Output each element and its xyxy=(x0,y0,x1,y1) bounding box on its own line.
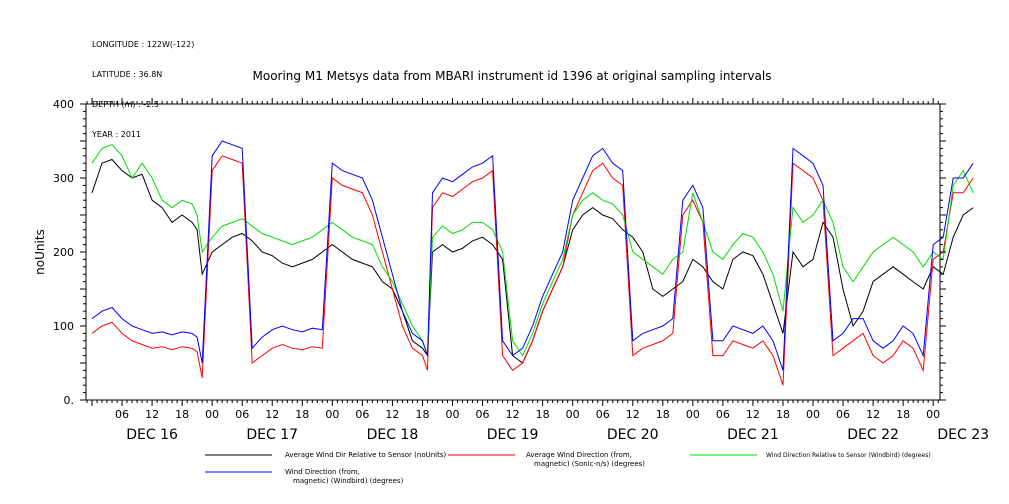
legend: Average Wind Dir Relative to Sensor (noU… xyxy=(205,451,931,485)
y-tick-label: 300 xyxy=(53,172,74,185)
x-tick-label: 06 xyxy=(115,408,129,421)
x-tick-label: 18 xyxy=(536,408,550,421)
x-tick-label: 12 xyxy=(746,408,760,421)
x-tick-label: 12 xyxy=(265,408,279,421)
x-day-label: DEC 20 xyxy=(607,427,659,443)
x-day-label: DEC 17 xyxy=(246,427,298,443)
legend-label-4: Wind Direction (from, xyxy=(285,468,360,476)
legend-label-2: magnetic) (Sonic-n/s) (degrees) xyxy=(534,460,645,468)
x-tick-label: 00 xyxy=(686,408,700,421)
legend-label-2: Average Wind Direction (from, xyxy=(526,451,632,459)
legend-label-3: Wind Direction Relative to Sensor (Windb… xyxy=(766,452,931,459)
x-tick-label: 06 xyxy=(716,408,730,421)
x-tick-label: 18 xyxy=(896,408,910,421)
latitude-text: LATITUDE : 36.8N xyxy=(92,70,163,79)
x-tick-label: 12 xyxy=(385,408,399,421)
x-tick-label: 18 xyxy=(175,408,189,421)
y-tick-label: 200 xyxy=(53,246,74,259)
x-tick-label: 00 xyxy=(205,408,219,421)
y-tick-label: 400 xyxy=(53,98,74,111)
chart-title: Mooring M1 Metsys data from MBARI instru… xyxy=(253,69,772,83)
y-tick-label: 100 xyxy=(53,320,74,333)
x-tick-label: 00 xyxy=(566,408,580,421)
x-tick-label: 12 xyxy=(506,408,520,421)
x-tick-label: 18 xyxy=(415,408,429,421)
x-tick-label: 06 xyxy=(476,408,490,421)
x-tick-label: 12 xyxy=(626,408,640,421)
series-line-2 xyxy=(91,155,974,386)
axis-ticks: 06 12 18 00 06 12 18 00 06 12 18 00 06 12 18 00 06 12 18 00… xyxy=(53,98,989,443)
x-tick-label: 18 xyxy=(656,408,670,421)
x-tick-label: 00 xyxy=(446,408,460,421)
x-tick-label: 06 xyxy=(355,408,369,421)
legend-label-1: Average Wind Dir Relative to Sensor (noU… xyxy=(285,451,446,459)
x-day-label: DEC 22 xyxy=(847,427,899,443)
longitude-text: LONGITUDE : 122W(-122) xyxy=(92,40,195,49)
series-line-4 xyxy=(91,140,974,371)
y-axis-label: noUnits xyxy=(33,229,47,275)
x-tick-label: 06 xyxy=(596,408,610,421)
y-tick-label: 0. xyxy=(64,394,75,407)
x-tick-label: 18 xyxy=(295,408,309,421)
x-tick-label: 00 xyxy=(926,408,940,421)
legend-label-4: magnetic) (Windbird) (degrees) xyxy=(293,477,404,485)
x-tick-label: 18 xyxy=(776,408,790,421)
x-tick-label: 12 xyxy=(145,408,159,421)
x-day-label: DEC 16 xyxy=(126,427,178,443)
x-tick-label: 00 xyxy=(806,408,820,421)
x-tick-label: 06 xyxy=(235,408,249,421)
year-text: YEAR : 2011 xyxy=(92,130,142,139)
plot-lines xyxy=(91,140,974,386)
x-tick-label: 12 xyxy=(866,408,880,421)
x-day-label: DEC 18 xyxy=(367,427,419,443)
series-line-3 xyxy=(91,144,974,357)
x-day-label: DEC 21 xyxy=(727,427,779,443)
x-tick-label: 00 xyxy=(325,408,339,421)
x-tick-label: 06 xyxy=(836,408,850,421)
x-day-label: DEC 19 xyxy=(487,427,539,443)
x-day-label: DEC 23 xyxy=(937,427,989,443)
